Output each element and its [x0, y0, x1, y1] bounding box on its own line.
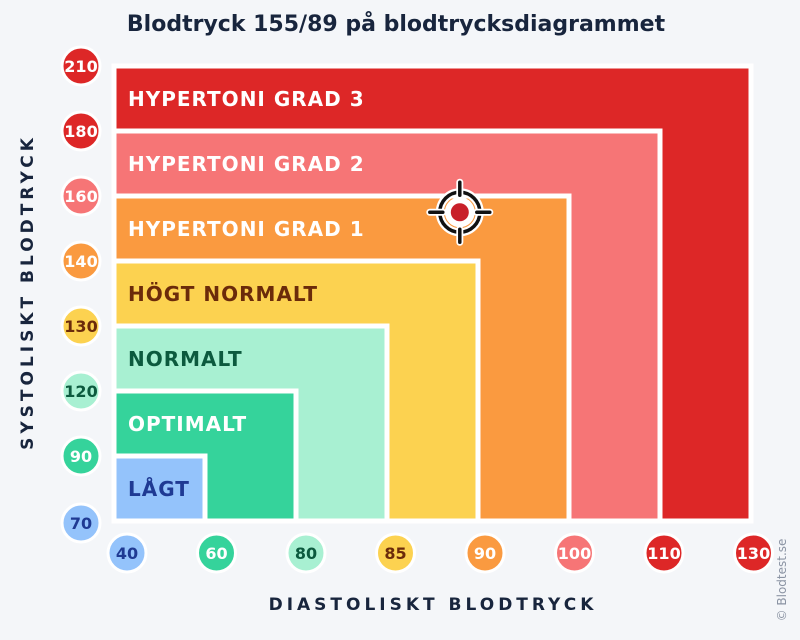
zone-label-optimalt: OPTIMALT [128, 412, 247, 436]
x-axis-label: DIASTOLISKT BLODTRYCK [268, 595, 598, 615]
x-tick-40 [106, 532, 148, 574]
x-tick-label-100: 100 [558, 544, 591, 563]
y-tick-label-160: 160 [64, 187, 97, 206]
y-tick-120 [60, 370, 102, 412]
zone-label-normalt: NORMALT [128, 347, 243, 371]
zone-label-lågt: LÅGT [128, 477, 190, 501]
y-tick-140 [60, 240, 102, 282]
y-tick-90 [60, 435, 102, 477]
x-tick-label-130: 130 [737, 544, 770, 563]
crosshair-target-icon [426, 178, 494, 246]
x-tick-110 [643, 532, 685, 574]
y-tick-label-180: 180 [64, 122, 97, 141]
zone-label-hypertoni-grad-2: HYPERTONI GRAD 2 [128, 152, 365, 176]
zone-label-hypertoni-grad-3: HYPERTONI GRAD 3 [128, 87, 365, 111]
y-tick-210 [60, 45, 102, 87]
y-tick-label-140: 140 [64, 252, 97, 271]
y-tick-label-120: 120 [64, 382, 97, 401]
x-tick-label-90: 90 [474, 544, 496, 563]
x-tick-90 [464, 532, 506, 574]
y-tick-130 [60, 305, 102, 347]
x-tick-130 [733, 532, 774, 574]
x-tick-60 [196, 532, 237, 574]
zone-lågt [111, 453, 208, 524]
x-tick-85 [375, 532, 416, 574]
x-tick-80 [285, 532, 327, 574]
y-tick-160 [60, 175, 102, 217]
x-tick-label-40: 40 [116, 544, 138, 563]
x-tick-label-60: 60 [205, 544, 227, 563]
zone-label-högt-normalt: HÖGT NORMALT [128, 282, 318, 306]
x-tick-label-85: 85 [384, 544, 406, 563]
y-tick-70 [60, 502, 102, 544]
x-tick-label-110: 110 [647, 544, 680, 563]
y-tick-label-90: 90 [70, 447, 92, 466]
y-tick-label-70: 70 [70, 514, 92, 533]
chart-title: Blodtryck 155/89 på blodtrycksdiagrammet [126, 12, 666, 37]
y-tick-label-210: 210 [64, 57, 97, 76]
x-tick-100 [554, 532, 595, 574]
x-tick-label-80: 80 [295, 544, 317, 563]
zone-label-hypertoni-grad-1: HYPERTONI GRAD 1 [128, 217, 365, 241]
y-tick-label-130: 130 [64, 317, 97, 336]
y-tick-180 [60, 110, 102, 152]
